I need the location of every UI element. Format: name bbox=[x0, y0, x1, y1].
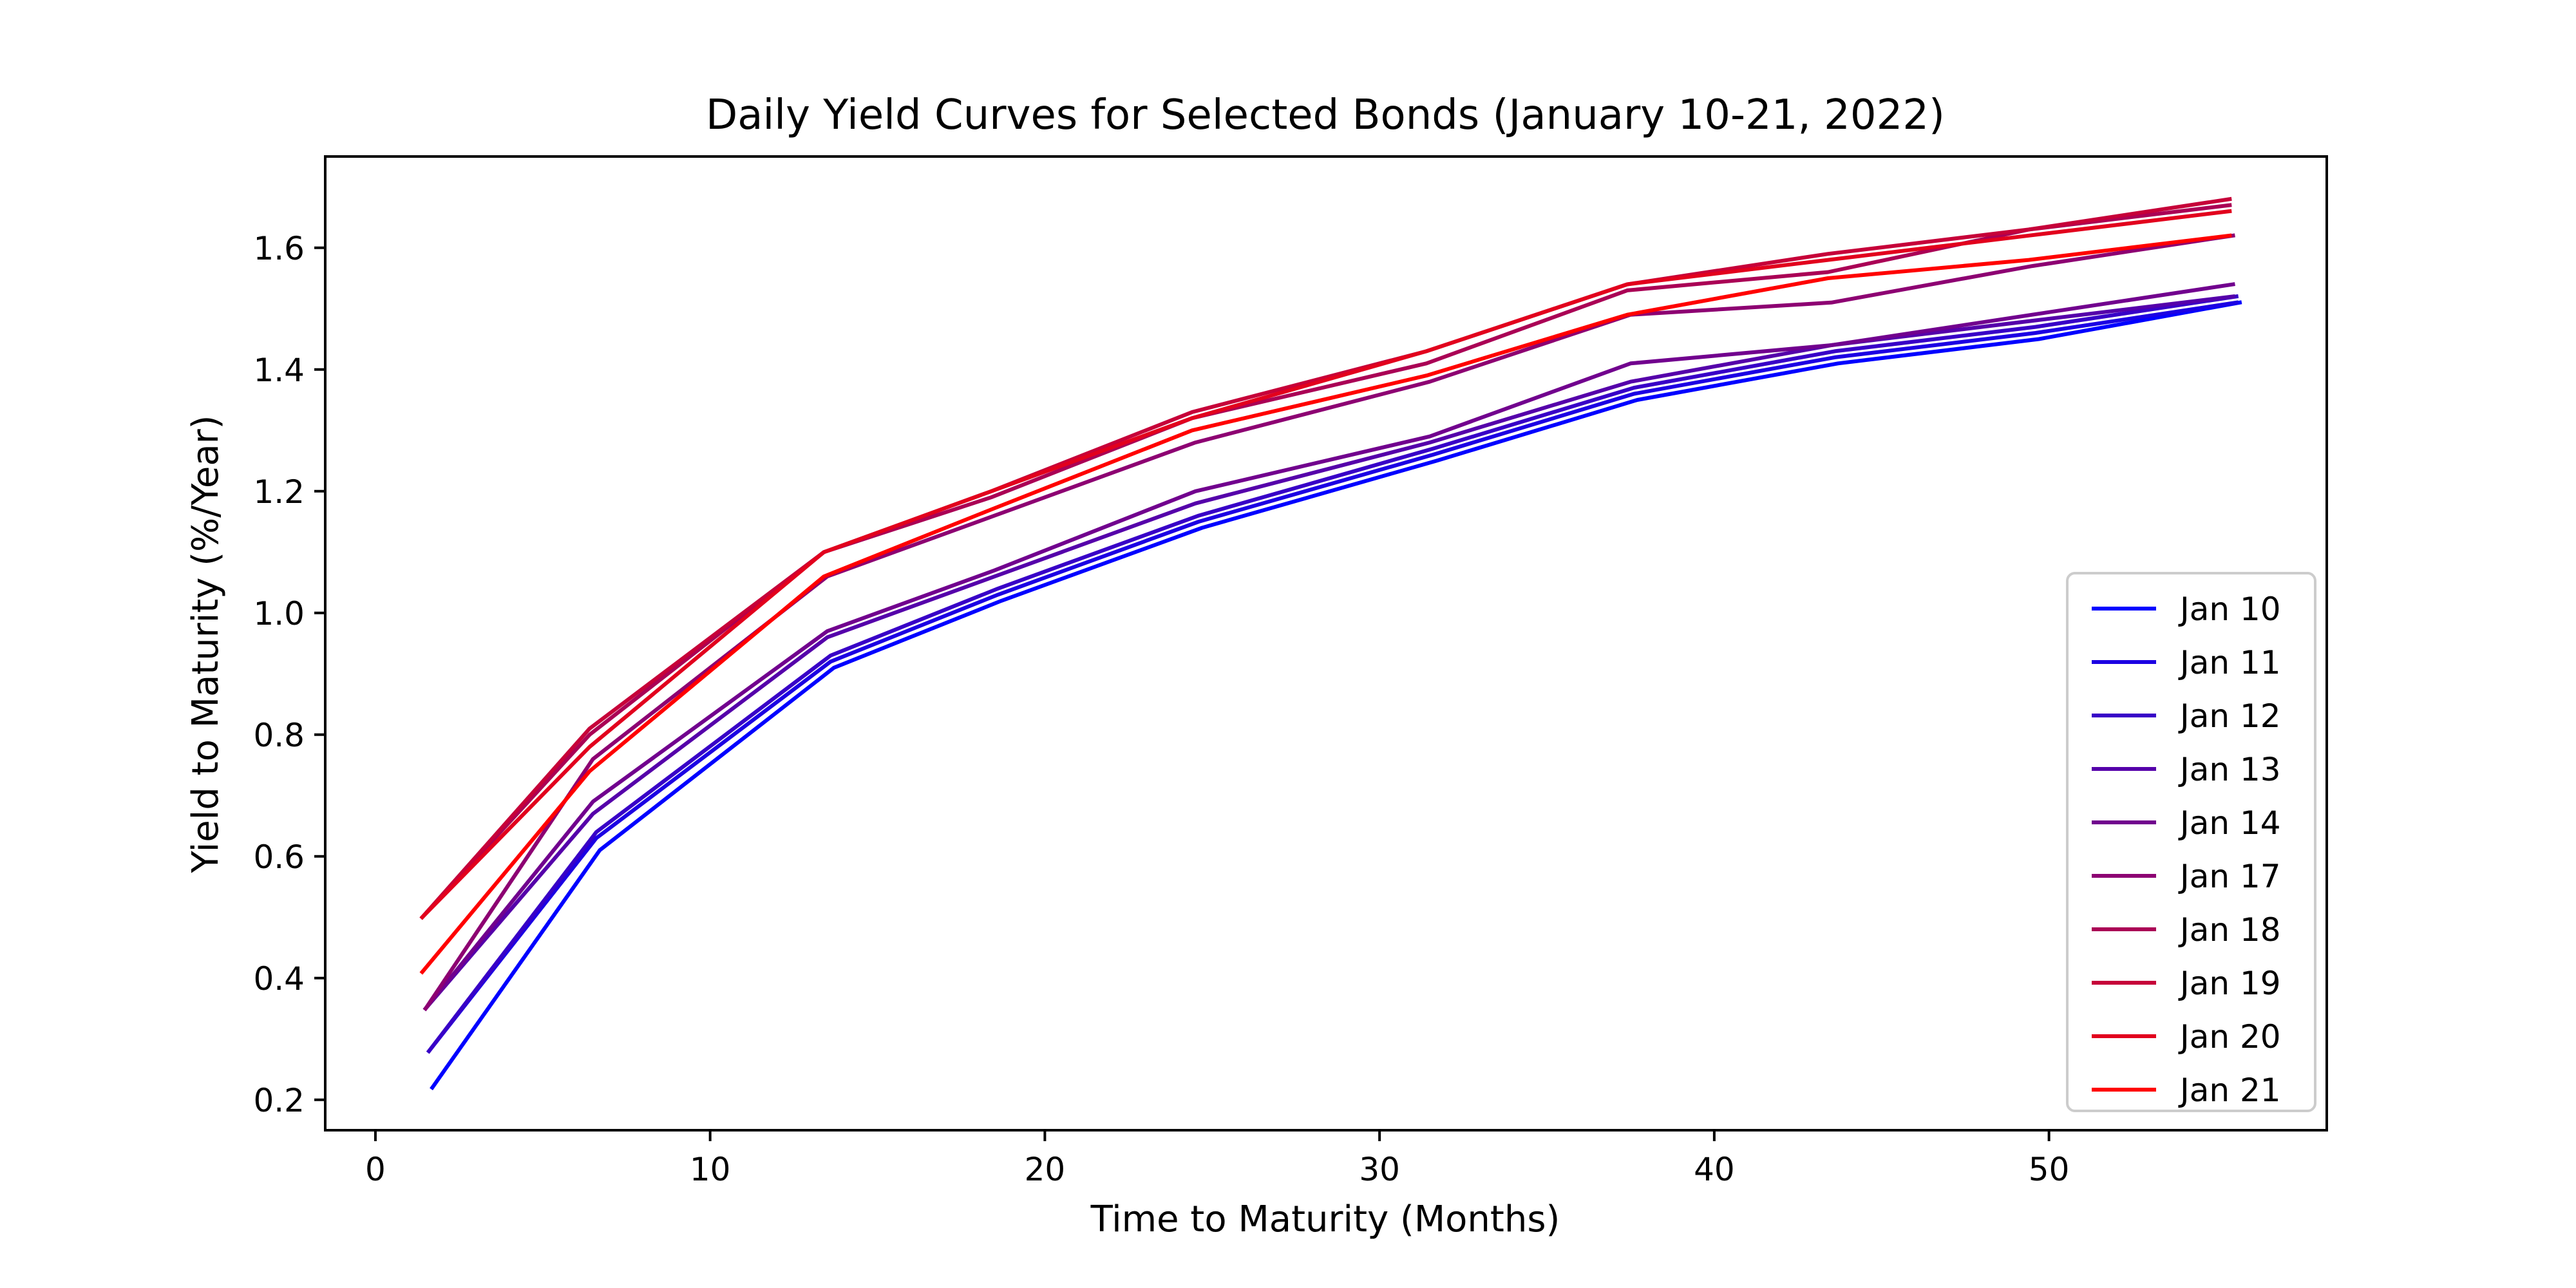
x-tick-label: 30 bbox=[1359, 1151, 1400, 1188]
x-tick-label: 40 bbox=[1694, 1151, 1735, 1188]
legend-label: Jan 14 bbox=[2178, 804, 2281, 842]
legend-label: Jan 11 bbox=[2178, 644, 2281, 681]
x-tick-label: 0 bbox=[365, 1151, 386, 1188]
y-tick-label: 1.4 bbox=[253, 352, 305, 389]
legend-label: Jan 13 bbox=[2178, 751, 2281, 788]
legend: Jan 10 Jan 11 Jan 12 Jan 13 Jan 14 Jan 17 Jan … bbox=[2066, 572, 2316, 1112]
y-tick-label: 0.4 bbox=[253, 960, 305, 998]
x-tick-label: 10 bbox=[690, 1151, 731, 1188]
y-tick-label: 1.2 bbox=[253, 473, 305, 511]
legend-label: Jan 12 bbox=[2178, 697, 2281, 735]
legend-label: Jan 21 bbox=[2178, 1072, 2281, 1109]
x-axis-label: Time to Maturity (Months) bbox=[1090, 1198, 1560, 1240]
chart-title: Daily Yield Curves for Selected Bonds (J… bbox=[706, 91, 1945, 139]
legend-label: Jan 20 bbox=[2178, 1018, 2281, 1056]
series-line-jan-14 bbox=[422, 282, 2235, 1012]
x-tick-label: 20 bbox=[1025, 1151, 1066, 1188]
legend-items: Jan 10 Jan 11 Jan 12 Jan 13 Jan 14 Jan 17 Jan … bbox=[2092, 591, 2281, 1109]
legend-label: Jan 10 bbox=[2178, 591, 2281, 628]
plot-frame bbox=[324, 155, 2328, 1132]
y-tick-label: 0.2 bbox=[253, 1082, 305, 1119]
series-line-jan-18 bbox=[419, 203, 2232, 920]
series-layer bbox=[419, 196, 2242, 1090]
series-line-jan-11 bbox=[426, 300, 2239, 1054]
series-line-jan-12 bbox=[426, 294, 2239, 1054]
x-axis-ticks: 0 10 20 30 40 50 bbox=[365, 1130, 2069, 1188]
series-line-jan-19 bbox=[419, 196, 2232, 920]
y-tick-label: 1.0 bbox=[253, 595, 305, 632]
x-tick-label: 50 bbox=[2029, 1151, 2070, 1188]
series-line-jan-20 bbox=[419, 209, 2232, 920]
legend-label: Jan 18 bbox=[2178, 911, 2281, 949]
y-tick-label: 0.6 bbox=[253, 838, 305, 876]
legend-label: Jan 19 bbox=[2178, 965, 2281, 1002]
legend-box bbox=[2066, 572, 2316, 1112]
legend-label: Jan 17 bbox=[2178, 858, 2281, 895]
y-tick-label: 0.8 bbox=[253, 717, 305, 754]
y-tick-label: 1.6 bbox=[253, 230, 305, 267]
y-axis-ticks: 0.2 0.4 0.6 0.8 1.0 1.2 1.4 1.6 bbox=[253, 230, 325, 1119]
series-line-jan-10 bbox=[430, 300, 2242, 1090]
series-line-jan-17 bbox=[422, 233, 2235, 1012]
series-line-jan-13 bbox=[422, 294, 2235, 1012]
series-line-jan-21 bbox=[419, 233, 2232, 975]
y-axis-label: Yield to Maturity (%/Year) bbox=[185, 415, 227, 873]
